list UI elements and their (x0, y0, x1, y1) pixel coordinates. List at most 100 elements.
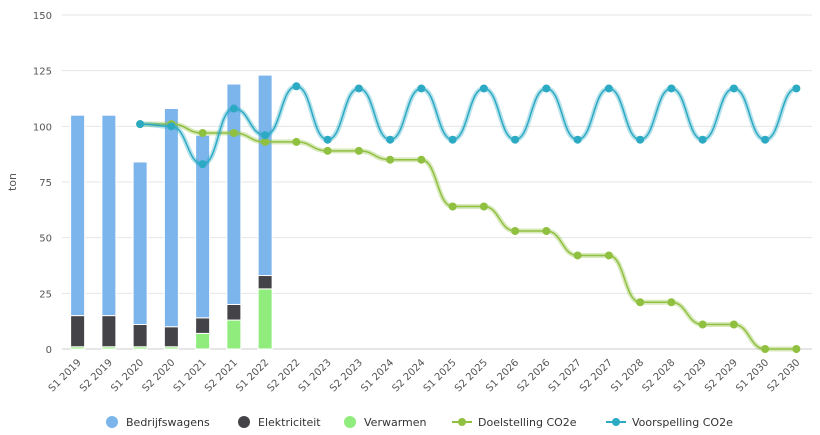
legend-label: Elektriciteit (258, 416, 321, 429)
line-point (542, 84, 551, 93)
legend-label: Verwarmen (364, 416, 427, 429)
line-point (479, 84, 488, 93)
legend-symbol (458, 418, 466, 426)
bar-bedrijfswagens (257, 74, 273, 277)
line-point (667, 84, 676, 93)
line-point (573, 251, 582, 260)
x-tick-label: S1 2024 (359, 357, 396, 394)
x-tick-label: S2 2021 (203, 357, 240, 394)
line-series (136, 82, 801, 353)
line-point (604, 84, 613, 93)
x-tick-label: S1 2029 (672, 357, 709, 394)
line-point (261, 137, 270, 146)
line-voorspelling-co2e (140, 85, 797, 165)
bar-bedrijfswagens (132, 161, 148, 326)
line-point (511, 226, 520, 235)
grid-lines (62, 14, 812, 350)
bar-elektriciteit (101, 315, 117, 348)
line-point (667, 298, 676, 307)
line-point (354, 146, 363, 155)
line-point (417, 84, 426, 93)
line-point (292, 82, 301, 91)
x-tick-label: S2 2028 (640, 357, 677, 394)
bar-bedrijfswagens (163, 108, 179, 328)
y-tick-label: 0 (46, 345, 52, 356)
bar-elektriciteit (257, 275, 273, 290)
line-point (136, 120, 145, 129)
x-tick-label: S1 2026 (484, 357, 521, 394)
bar-verwarmen (257, 288, 273, 350)
x-tick-label: S2 2025 (453, 357, 490, 394)
line-point (792, 345, 801, 353)
x-tick-label: S1 2025 (422, 357, 459, 394)
legend-item[interactable]: Voorspelling CO2e (606, 416, 733, 429)
bar-elektriciteit (226, 303, 242, 321)
line-point (292, 137, 301, 146)
legend-item[interactable]: Verwarmen (344, 416, 427, 429)
legend-item[interactable]: Elektriciteit (238, 416, 321, 429)
bars (70, 74, 273, 350)
line-point (542, 226, 551, 235)
line-point (698, 320, 707, 329)
bar-bedrijfswagens (70, 114, 86, 317)
bar-elektriciteit (163, 326, 179, 348)
legend-item[interactable]: Doelstelling CO2e (452, 416, 577, 429)
line-point (792, 84, 801, 93)
line-point (323, 135, 332, 144)
x-tick-label: S1 2022 (234, 357, 271, 394)
line-point (761, 135, 770, 144)
x-tick-label: S2 2023 (328, 357, 365, 394)
legend-label: Voorspelling CO2e (632, 416, 733, 429)
line-point (573, 135, 582, 144)
line-doelstelling-co2e (140, 123, 797, 350)
line-point (729, 320, 738, 329)
line-point (761, 345, 770, 353)
x-tick-label: S2 2026 (515, 357, 552, 394)
bar-verwarmen (195, 332, 211, 350)
legend-symbol (238, 416, 250, 428)
y-tick-label: 100 (33, 122, 52, 133)
line-point (167, 122, 176, 131)
legend-symbol (612, 418, 620, 426)
x-tick-label: S2 2019 (78, 357, 115, 394)
y-tick-label: 125 (33, 67, 52, 78)
line-point (198, 160, 207, 169)
line-point (229, 129, 238, 138)
line-point (636, 298, 645, 307)
line-point (448, 135, 457, 144)
line-point (511, 135, 520, 144)
legend-label: Bedrijfswagens (126, 416, 210, 429)
line-point (386, 155, 395, 164)
bar-elektriciteit (70, 315, 86, 348)
line-point (448, 202, 457, 211)
line-point (386, 135, 395, 144)
line-point (417, 155, 426, 164)
line-point (729, 84, 738, 93)
x-tick-label: S1 2023 (297, 357, 334, 394)
y-axis-ticks: 0 25 50 75 100 125 150 (33, 11, 52, 356)
line-point (698, 135, 707, 144)
x-tick-label: S1 2020 (109, 357, 146, 394)
legend-item[interactable]: Bedrijfswagens (106, 416, 210, 429)
y-axis-title: ton (6, 173, 19, 191)
line-point (479, 202, 488, 211)
line-point (636, 135, 645, 144)
y-tick-label: 50 (39, 234, 52, 245)
y-tick-label: 25 (39, 289, 52, 300)
x-tick-label: S1 2028 (609, 357, 646, 394)
legend-label: Doelstelling CO2e (478, 416, 577, 429)
bar-bedrijfswagens (226, 83, 242, 305)
line-point (604, 251, 613, 260)
x-tick-label: S2 2027 (578, 357, 615, 394)
legend: Bedrijfswagens Elektriciteit Verwarmen Doel… (106, 416, 733, 429)
x-tick-label: S2 2029 (703, 357, 740, 394)
bar-elektriciteit (132, 324, 148, 348)
x-tick-label: S2 2022 (265, 357, 302, 394)
x-tick-label: S1 2030 (734, 357, 771, 394)
bar-elektriciteit (195, 317, 211, 334)
bar-bedrijfswagens (101, 114, 117, 317)
bar-verwarmen (226, 319, 242, 350)
line-point (323, 146, 332, 155)
